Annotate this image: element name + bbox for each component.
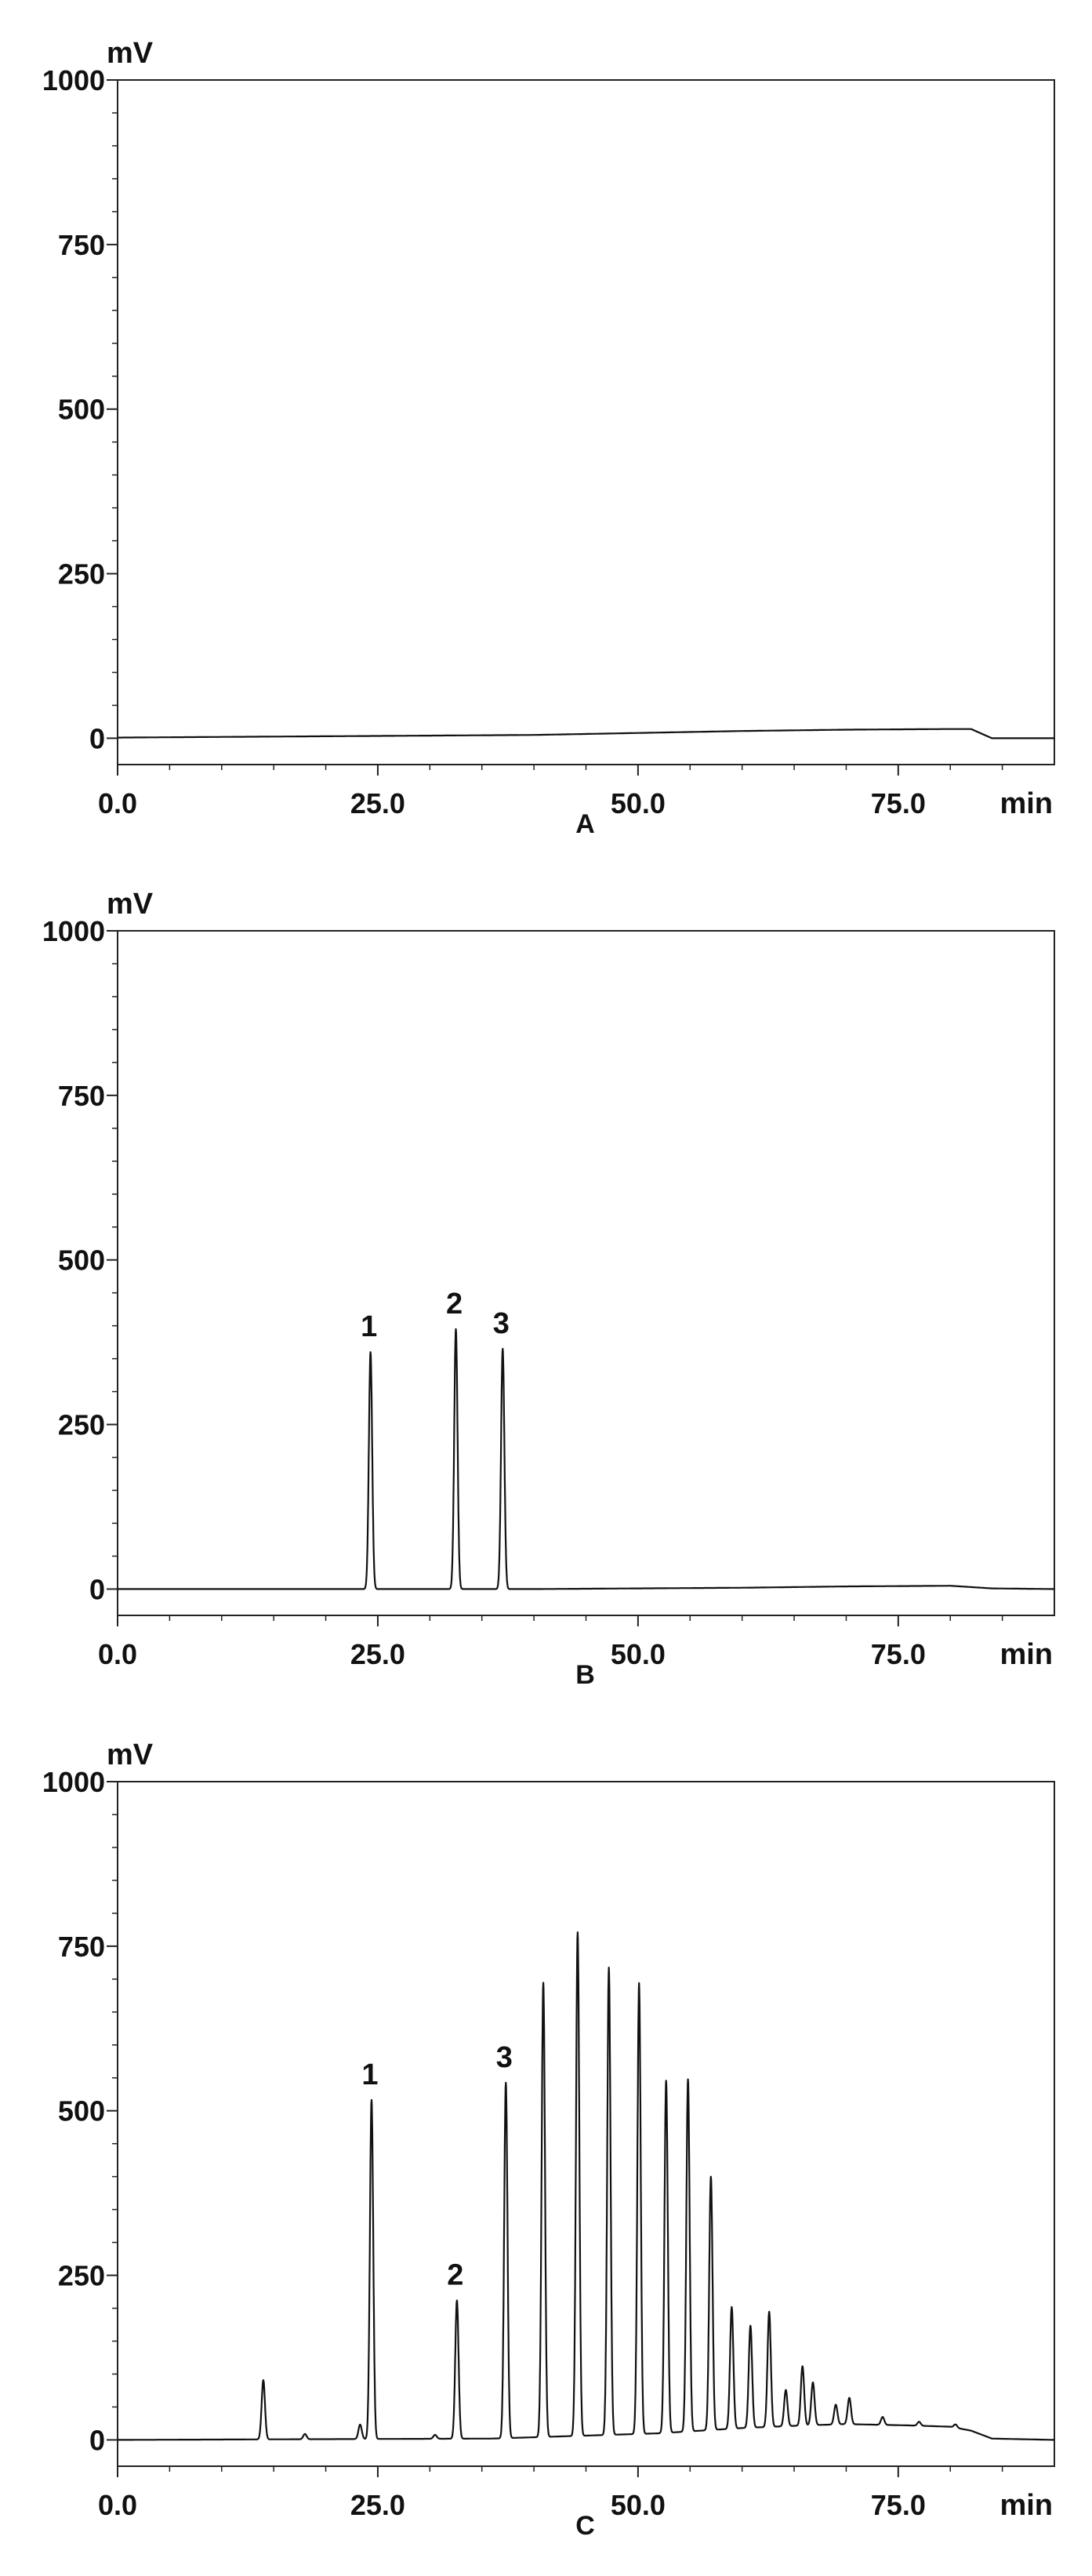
y-axis-unit: mV xyxy=(107,888,154,921)
peak-apex xyxy=(371,2099,372,2101)
plot-frame xyxy=(117,930,1055,1616)
x-tick-label: 50.0 xyxy=(611,787,666,819)
x-tick-label: 25.0 xyxy=(350,1638,405,1670)
peak-apex xyxy=(802,2366,804,2367)
panel-label: B xyxy=(575,1660,595,1690)
y-tick-label: 1000 xyxy=(42,915,105,947)
y-tick-label: 500 xyxy=(58,2095,105,2127)
peak-apex xyxy=(434,2434,436,2436)
x-tick-label: 50.0 xyxy=(611,2489,666,2521)
y-tick-label: 250 xyxy=(58,558,105,590)
y-tick-label: 0 xyxy=(89,1573,105,1605)
peak-apex xyxy=(502,1348,503,1350)
peak-label: 3 xyxy=(496,2041,513,2074)
peak-apex xyxy=(785,2389,786,2391)
y-tick-label: 750 xyxy=(58,229,105,261)
x-axis-unit: min xyxy=(999,1638,1053,1671)
peak-apex xyxy=(304,2433,306,2435)
x-axis-unit: min xyxy=(999,2489,1053,2522)
y-tick-label: 250 xyxy=(58,1409,105,1441)
y-tick-label: 250 xyxy=(58,2260,105,2292)
y-tick-label: 500 xyxy=(58,394,105,426)
y-tick-label: 1000 xyxy=(42,64,105,96)
peak-apex xyxy=(848,2397,850,2399)
peak-label: 1 xyxy=(361,2058,378,2091)
y-axis-unit: mV xyxy=(107,37,154,70)
peak-apex xyxy=(542,1982,544,1983)
plot-frame xyxy=(117,79,1055,765)
x-tick-label: 50.0 xyxy=(611,1638,666,1670)
peak-apex xyxy=(812,2382,814,2383)
panel-label: A xyxy=(575,809,595,839)
panel-label: C xyxy=(575,2511,595,2541)
y-axis-unit: mV xyxy=(107,1739,154,1771)
peak-label: 2 xyxy=(447,2259,463,2292)
peak-apex xyxy=(577,1931,579,1933)
x-tick-label: 75.0 xyxy=(871,1638,926,1670)
peak-apex xyxy=(768,2311,770,2313)
signal-trace xyxy=(117,728,1055,739)
y-tick-label: 0 xyxy=(89,722,105,754)
peak-label: 1 xyxy=(361,1310,377,1343)
y-tick-label: 1000 xyxy=(42,1766,105,1798)
x-axis-unit: min xyxy=(999,787,1053,820)
x-tick-label: 25.0 xyxy=(350,787,405,819)
peak-apex xyxy=(638,1982,640,1984)
y-tick-label: 750 xyxy=(58,1080,105,1112)
peak-apex xyxy=(455,1328,457,1330)
plot-frame xyxy=(117,1781,1055,2467)
peak-apex xyxy=(608,1967,610,1968)
peak-label: 2 xyxy=(446,1288,463,1321)
signal-trace xyxy=(117,1328,1055,1590)
y-tick-label: 750 xyxy=(58,1931,105,1963)
peak-apex xyxy=(359,2424,361,2425)
y-tick-label: 500 xyxy=(58,1244,105,1277)
peak-apex xyxy=(710,2176,712,2178)
x-tick-label: 0.0 xyxy=(98,2489,137,2521)
signal-trace xyxy=(117,1931,1055,2441)
peak-apex xyxy=(731,2306,732,2308)
x-tick-label: 75.0 xyxy=(871,787,926,819)
peak-apex xyxy=(687,2079,689,2080)
peak-label: 3 xyxy=(493,1307,510,1340)
peak-apex xyxy=(370,1351,372,1353)
peak-apex xyxy=(882,2416,883,2418)
x-tick-label: 25.0 xyxy=(350,2489,405,2521)
x-tick-label: 75.0 xyxy=(871,2489,926,2521)
x-tick-label: 0.0 xyxy=(98,787,137,819)
y-tick-label: 0 xyxy=(89,2424,105,2456)
x-tick-label: 0.0 xyxy=(98,1638,137,1670)
peak-apex xyxy=(749,2325,751,2327)
peak-apex xyxy=(456,2300,458,2302)
peak-apex xyxy=(955,2424,956,2425)
